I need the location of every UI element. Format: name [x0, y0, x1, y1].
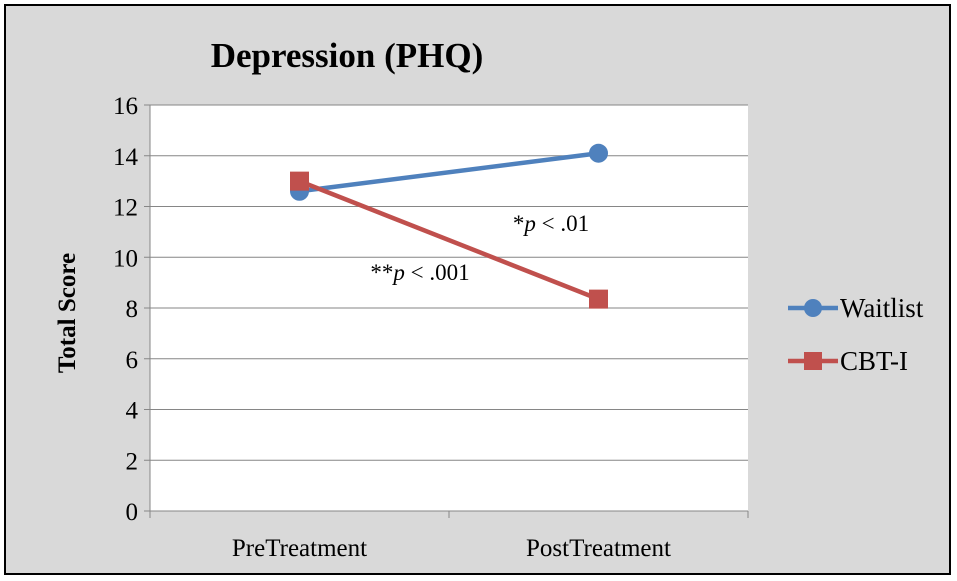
y-tick-label: 2	[126, 448, 139, 475]
annotation-prefix: *	[513, 211, 525, 236]
annotation-italic: p	[522, 211, 536, 236]
significance-annotation: **p < .001	[370, 260, 469, 285]
significance-annotation: *p < .01	[513, 211, 589, 236]
data-point	[589, 143, 608, 163]
y-tick-label: 16	[113, 93, 138, 120]
y-tick-label: 14	[113, 144, 139, 171]
y-axis-label: Total Score	[54, 253, 81, 373]
y-tick-label: 8	[126, 296, 139, 323]
y-tick-label: 10	[113, 245, 138, 272]
x-tick-label: PostTreatment	[526, 535, 671, 562]
x-tick-label: PreTreatment	[232, 535, 367, 562]
legend-marker	[804, 299, 822, 317]
y-tick-label: 6	[126, 347, 139, 374]
chart-frame: Depression (PHQ) 0 2 4 6 8 10 12 14 16 PreTreatme…	[4, 4, 951, 575]
legend-label-cbt-i: CBT-I	[840, 346, 908, 376]
data-point	[589, 289, 608, 309]
annotation-italic: p	[391, 260, 405, 285]
line-chart: Depression (PHQ) 0 2 4 6 8 10 12 14 16 PreTreatme…	[54, 36, 924, 562]
annotation-prefix: **	[370, 260, 393, 285]
annotation-suffix: < .01	[536, 211, 589, 236]
series-line-cbt-i	[297, 178, 601, 302]
annotation-suffix: < .001	[405, 260, 470, 285]
series-line-waitlist	[297, 150, 601, 194]
y-tick-label: 0	[126, 499, 139, 526]
legend: Waitlist CBT-I	[788, 293, 924, 376]
legend-marker	[804, 352, 822, 370]
chart-title: Depression (PHQ)	[211, 36, 484, 75]
y-tick-label: 12	[113, 195, 138, 222]
legend-label-waitlist: Waitlist	[840, 293, 924, 323]
data-point	[290, 171, 309, 191]
y-tick-label: 4	[126, 398, 139, 425]
